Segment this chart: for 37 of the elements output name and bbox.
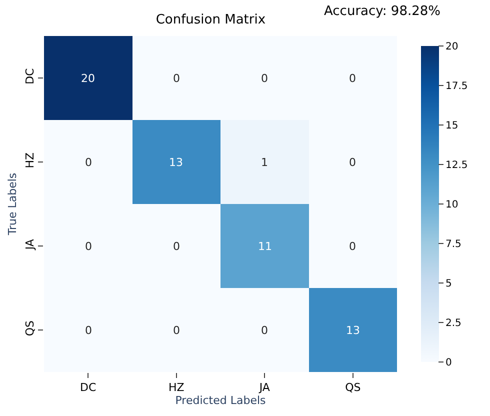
y-tick-label: JA [24, 238, 37, 251]
y-tick-label: HZ [24, 152, 37, 168]
data-label: 0 [173, 72, 180, 85]
chart-title: Confusion Matrix [156, 12, 266, 28]
color-bar-label: 20 [446, 42, 458, 52]
data-label: 0 [85, 324, 92, 337]
color-bar-label: 15 [446, 120, 458, 132]
y-tick-label: DC [24, 68, 37, 84]
data-label: 0 [261, 72, 268, 85]
data-label: 13 [346, 324, 360, 337]
data-label: 11 [258, 240, 272, 253]
color-bar-label: 10 [446, 200, 458, 210]
data-label: 0 [173, 324, 180, 337]
text: Accuracy: 98.28% [324, 4, 440, 19]
data-label: 0 [85, 240, 92, 253]
data-label: 0 [261, 324, 268, 337]
data-label: 13 [169, 156, 183, 169]
data-label: 0 [85, 156, 92, 169]
x-axis-title: Predicted Labels [175, 394, 266, 408]
color-bar-label: 12.5 [446, 160, 468, 171]
y-axis-title: True Labels [6, 172, 20, 236]
data-label: 1 [261, 156, 268, 169]
data-label: 0 [349, 156, 356, 169]
y-tick-label: QS [24, 320, 37, 336]
color-bar-label: 0 [446, 358, 452, 368]
color-bar-label: 2.5 [446, 318, 462, 329]
color-bar-label: 17.5 [446, 81, 468, 92]
x-tick-label: DC [80, 381, 97, 394]
x-tick-label: JA [258, 381, 270, 394]
x-tick-label: QS [345, 381, 361, 394]
x-tick-label: HZ [168, 381, 185, 394]
data-label: 0 [173, 240, 180, 253]
data-label: 0 [349, 72, 356, 85]
color-bar-label: 7.5 [446, 239, 462, 250]
data-label: 20 [81, 72, 95, 85]
data-label: 0 [349, 240, 356, 253]
color-bar-label: 5 [446, 278, 452, 290]
